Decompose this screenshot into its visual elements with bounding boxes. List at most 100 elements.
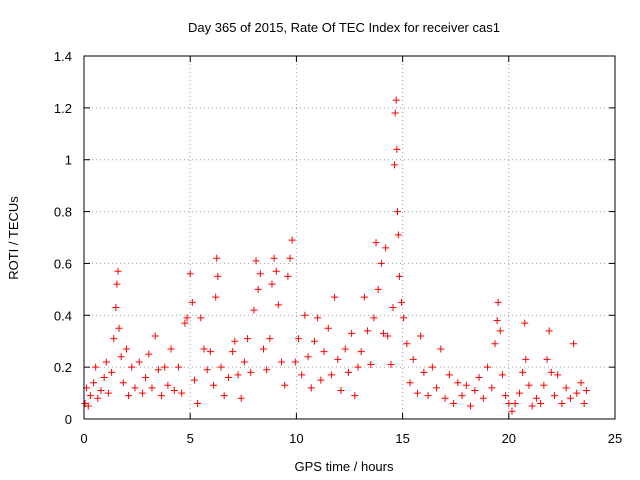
data-point bbox=[148, 384, 156, 392]
data-point bbox=[231, 337, 239, 345]
data-point bbox=[471, 386, 479, 394]
data-point bbox=[505, 399, 513, 407]
data-point bbox=[573, 389, 581, 397]
data-point bbox=[117, 353, 125, 361]
data-point bbox=[178, 389, 186, 397]
data-point bbox=[334, 355, 342, 363]
data-point bbox=[135, 358, 143, 366]
data-point bbox=[562, 384, 570, 392]
grid-lines bbox=[84, 56, 615, 419]
data-point bbox=[511, 399, 519, 407]
data-point bbox=[115, 324, 123, 332]
data-point bbox=[90, 379, 98, 387]
data-point bbox=[213, 254, 221, 262]
data-point bbox=[528, 402, 536, 410]
data-point bbox=[391, 109, 399, 117]
data-point bbox=[181, 319, 189, 327]
data-point bbox=[398, 298, 406, 306]
data-point bbox=[479, 394, 487, 402]
data-point bbox=[331, 293, 339, 301]
data-point bbox=[145, 350, 153, 358]
data-point bbox=[229, 348, 237, 356]
data-point bbox=[288, 236, 296, 244]
plot-frame bbox=[83, 55, 616, 420]
data-point bbox=[310, 337, 318, 345]
data-point bbox=[102, 358, 110, 366]
data-point bbox=[374, 285, 382, 293]
data-point bbox=[237, 394, 245, 402]
data-point bbox=[100, 374, 108, 382]
chart-title: Day 365 of 2015, Rate Of TEC Index for r… bbox=[188, 20, 500, 35]
data-point bbox=[577, 379, 585, 387]
data-point bbox=[274, 301, 282, 309]
data-point bbox=[281, 381, 289, 389]
data-point bbox=[217, 363, 225, 371]
data-point bbox=[498, 371, 506, 379]
data-point bbox=[250, 306, 258, 314]
data-point bbox=[256, 270, 264, 278]
data-point bbox=[92, 363, 100, 371]
axis-ticks: 0 0.2 0.4 0.6 0.8 1 1.2 1.4 0 5 10 15 20 25 bbox=[54, 49, 622, 446]
data-point bbox=[252, 257, 260, 265]
data-point bbox=[496, 327, 504, 335]
data-point bbox=[437, 345, 445, 353]
data-point bbox=[194, 399, 202, 407]
y-tick-label: 0.8 bbox=[54, 205, 72, 220]
data-point bbox=[393, 145, 401, 153]
data-point bbox=[122, 345, 130, 353]
data-point bbox=[244, 335, 252, 343]
data-point bbox=[284, 272, 292, 280]
data-point bbox=[259, 345, 267, 353]
data-point bbox=[131, 384, 139, 392]
data-point bbox=[392, 96, 400, 104]
data-point bbox=[389, 304, 397, 312]
data-point bbox=[502, 392, 510, 400]
data-point bbox=[114, 267, 122, 275]
data-point bbox=[161, 363, 169, 371]
data-point bbox=[566, 394, 574, 402]
data-point bbox=[341, 345, 349, 353]
data-point bbox=[558, 399, 566, 407]
data-point bbox=[467, 402, 475, 410]
data-point bbox=[354, 363, 362, 371]
data-point bbox=[197, 314, 205, 322]
data-point bbox=[450, 399, 458, 407]
data-point bbox=[94, 394, 102, 402]
data-point bbox=[206, 348, 214, 356]
data-point bbox=[286, 254, 294, 262]
data-point bbox=[394, 231, 402, 239]
data-point bbox=[154, 366, 162, 374]
x-tick-label: 25 bbox=[608, 431, 622, 446]
data-point bbox=[119, 379, 127, 387]
x-tick-label: 20 bbox=[502, 431, 516, 446]
data-point bbox=[540, 381, 548, 389]
y-axis-label: ROTI / TECUs bbox=[6, 196, 21, 280]
data-point bbox=[304, 353, 312, 361]
data-point bbox=[167, 345, 175, 353]
data-point bbox=[521, 319, 529, 327]
data-point bbox=[247, 368, 255, 376]
data-point bbox=[550, 392, 558, 400]
data-point bbox=[491, 340, 499, 348]
data-point bbox=[337, 386, 345, 394]
data-point bbox=[493, 316, 501, 324]
data-point bbox=[190, 376, 198, 384]
data-point bbox=[367, 361, 375, 369]
data-point bbox=[270, 254, 278, 262]
y-tick-label: 1.4 bbox=[54, 49, 72, 64]
data-point bbox=[175, 363, 183, 371]
data-points bbox=[81, 96, 590, 415]
data-point bbox=[224, 374, 232, 382]
data-point bbox=[188, 298, 196, 306]
data-point bbox=[112, 304, 120, 312]
data-point bbox=[138, 389, 146, 397]
data-point bbox=[272, 267, 280, 275]
data-point bbox=[320, 348, 328, 356]
data-point bbox=[394, 208, 402, 216]
data-point bbox=[441, 394, 449, 402]
data-point bbox=[409, 355, 417, 363]
data-point bbox=[113, 280, 121, 288]
data-point bbox=[554, 371, 562, 379]
data-point bbox=[403, 340, 411, 348]
